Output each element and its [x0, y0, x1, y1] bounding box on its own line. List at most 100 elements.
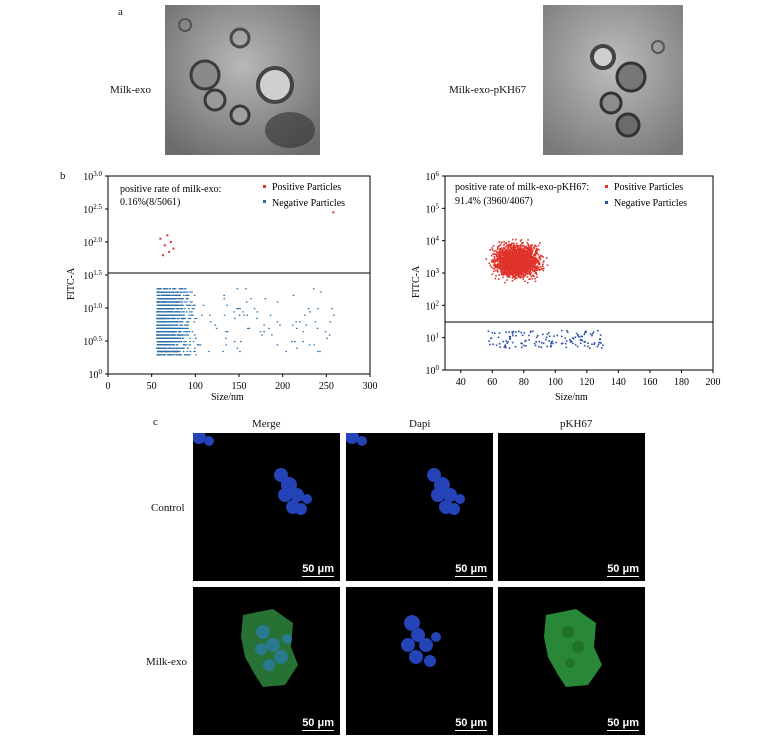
- negative-point: [165, 291, 168, 293]
- positive-point: [530, 247, 533, 249]
- negative-point: [176, 344, 179, 346]
- negative-point: [194, 347, 196, 349]
- positive-point: [520, 254, 523, 257]
- positive-point: [502, 269, 504, 272]
- negative-point: [575, 332, 578, 335]
- negative-point: [226, 304, 228, 306]
- positive-point: [519, 262, 521, 265]
- positive-point: [524, 255, 526, 257]
- negative-point: [174, 298, 177, 300]
- negative-point: [583, 341, 586, 343]
- negative-point: [511, 332, 514, 335]
- negative-point: [548, 335, 551, 338]
- negative-point: [181, 324, 183, 326]
- positive-point: [523, 253, 525, 256]
- y-tick-label: 100.5: [83, 335, 102, 348]
- negative-point: [181, 321, 184, 323]
- positive-point: [493, 268, 496, 270]
- negative-point: [171, 337, 173, 339]
- negative-point: [178, 327, 181, 329]
- positive-point: [530, 251, 533, 253]
- positive-point: [528, 259, 530, 261]
- negative-point: [523, 332, 526, 334]
- positive-point: [526, 247, 529, 250]
- negative-point: [171, 298, 174, 300]
- negative-point: [162, 317, 165, 320]
- negative-point: [171, 341, 173, 343]
- negative-point: [587, 345, 589, 348]
- positive-point: [493, 250, 495, 253]
- negative-point: [181, 334, 183, 336]
- negative-point: [161, 314, 164, 316]
- negative-point: [178, 298, 181, 300]
- positive-point: [518, 266, 521, 268]
- negative-point: [184, 324, 186, 326]
- positive-point: [534, 256, 536, 259]
- negative-point: [173, 301, 176, 303]
- negative-point: [172, 298, 175, 300]
- positive-point: [524, 259, 526, 261]
- negative-point: [162, 311, 164, 313]
- positive-point: [537, 253, 540, 256]
- negative-point: [313, 344, 315, 346]
- positive-point: [518, 274, 520, 276]
- negative-point: [157, 288, 160, 290]
- positive-point: [496, 270, 499, 273]
- positive-point: [529, 260, 532, 262]
- negative-point: [171, 314, 174, 316]
- positive-point: [513, 268, 515, 271]
- negative-point: [160, 301, 163, 303]
- positive-point: [505, 273, 507, 276]
- negative-point: [174, 317, 177, 320]
- positive-point: [503, 251, 505, 254]
- positive-point: [510, 254, 513, 256]
- negative-point: [169, 288, 171, 290]
- negative-point: [180, 311, 182, 313]
- positive-point: [511, 255, 514, 258]
- negative-point: [179, 304, 181, 306]
- negative-point: [253, 308, 256, 310]
- negative-point: [160, 354, 162, 356]
- negative-point: [178, 354, 181, 356]
- negative-point: [161, 337, 163, 339]
- positive-point: [531, 258, 534, 261]
- negative-point: [172, 324, 174, 326]
- negative-point: [579, 338, 582, 341]
- positive-point: [514, 248, 516, 250]
- negative-point: [492, 343, 494, 346]
- negative-point: [178, 337, 180, 339]
- positive-point: [505, 249, 508, 252]
- positive-point: [511, 262, 513, 265]
- negative-point: [246, 314, 248, 316]
- positive-point: [531, 255, 534, 258]
- positive-point: [511, 269, 514, 272]
- positive-point: [521, 250, 523, 252]
- positive-point: [492, 267, 495, 270]
- positive-point: [520, 251, 523, 253]
- vesicle: [203, 88, 227, 112]
- negative-point: [185, 301, 188, 303]
- negative-point: [161, 311, 163, 313]
- negative-point: [172, 341, 175, 343]
- negative-point: [175, 331, 177, 333]
- positive-point: [545, 257, 548, 259]
- negative-point: [173, 334, 176, 336]
- negative-point: [514, 345, 517, 348]
- negative-point: [198, 344, 200, 346]
- negative-point: [161, 327, 163, 329]
- negative-point: [160, 291, 162, 293]
- negative-point: [189, 337, 192, 339]
- positive-point: [498, 274, 500, 276]
- negative-point: [166, 344, 169, 346]
- positive-point: [506, 264, 508, 266]
- negative-point: [159, 341, 162, 343]
- scale-bar: 50 μm: [607, 717, 639, 731]
- negative-point: [187, 317, 190, 320]
- negative-point: [542, 333, 544, 336]
- negative-point: [191, 311, 193, 313]
- positive-point: [518, 247, 521, 250]
- positive-point: [505, 269, 507, 271]
- positive-point: [503, 273, 506, 276]
- annotation-line2: 91.4% (3960/4067): [455, 196, 533, 207]
- negative-point: [182, 304, 184, 306]
